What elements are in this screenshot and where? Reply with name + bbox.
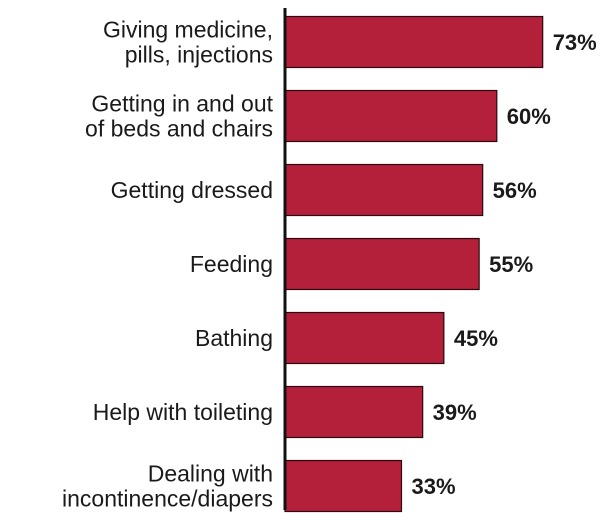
value-label-6: 33% <box>411 474 455 499</box>
category-label-line: Getting in and out <box>91 91 273 117</box>
bar-6 <box>284 459 403 513</box>
category-label-line: Bathing <box>195 325 273 351</box>
value-labels-group: 73% 60% 56% 55% 45% 39% 33% <box>411 30 596 499</box>
bars-group <box>284 15 544 513</box>
category-label-line: Dealing with <box>148 461 273 487</box>
category-label-line: incontinence/diapers <box>62 486 273 512</box>
category-label-2: Getting dressed <box>111 177 273 203</box>
category-label-3: Feeding <box>190 251 273 277</box>
category-labels-group: Giving medicine, pills, injections Getting… <box>62 17 274 512</box>
category-label-1: Getting in and out of beds and chairs <box>85 91 274 142</box>
value-label-0: 73% <box>553 30 597 55</box>
bar-3 <box>284 237 480 291</box>
value-label-3: 55% <box>489 252 533 277</box>
bar-2 <box>284 163 484 217</box>
category-label-line: of beds and chairs <box>85 116 273 142</box>
value-label-2: 56% <box>493 178 537 203</box>
bar-1 <box>284 89 498 143</box>
bar-0 <box>284 15 544 69</box>
value-label-5: 39% <box>433 400 477 425</box>
bar-5 <box>284 385 424 439</box>
category-label-line: Getting dressed <box>111 177 273 203</box>
value-label-1: 60% <box>507 104 551 129</box>
category-label-line: Giving medicine, <box>103 17 273 43</box>
value-label-4: 45% <box>454 326 498 351</box>
category-label-0: Giving medicine, pills, injections <box>103 17 273 68</box>
category-label-line: Feeding <box>190 251 273 277</box>
category-label-4: Bathing <box>195 325 273 351</box>
bar-4 <box>284 311 445 365</box>
category-label-line: pills, injections <box>125 42 273 68</box>
category-label-line: Help with toileting <box>93 399 273 425</box>
category-label-6: Dealing with incontinence/diapers <box>62 461 273 512</box>
category-label-5: Help with toileting <box>93 399 273 425</box>
